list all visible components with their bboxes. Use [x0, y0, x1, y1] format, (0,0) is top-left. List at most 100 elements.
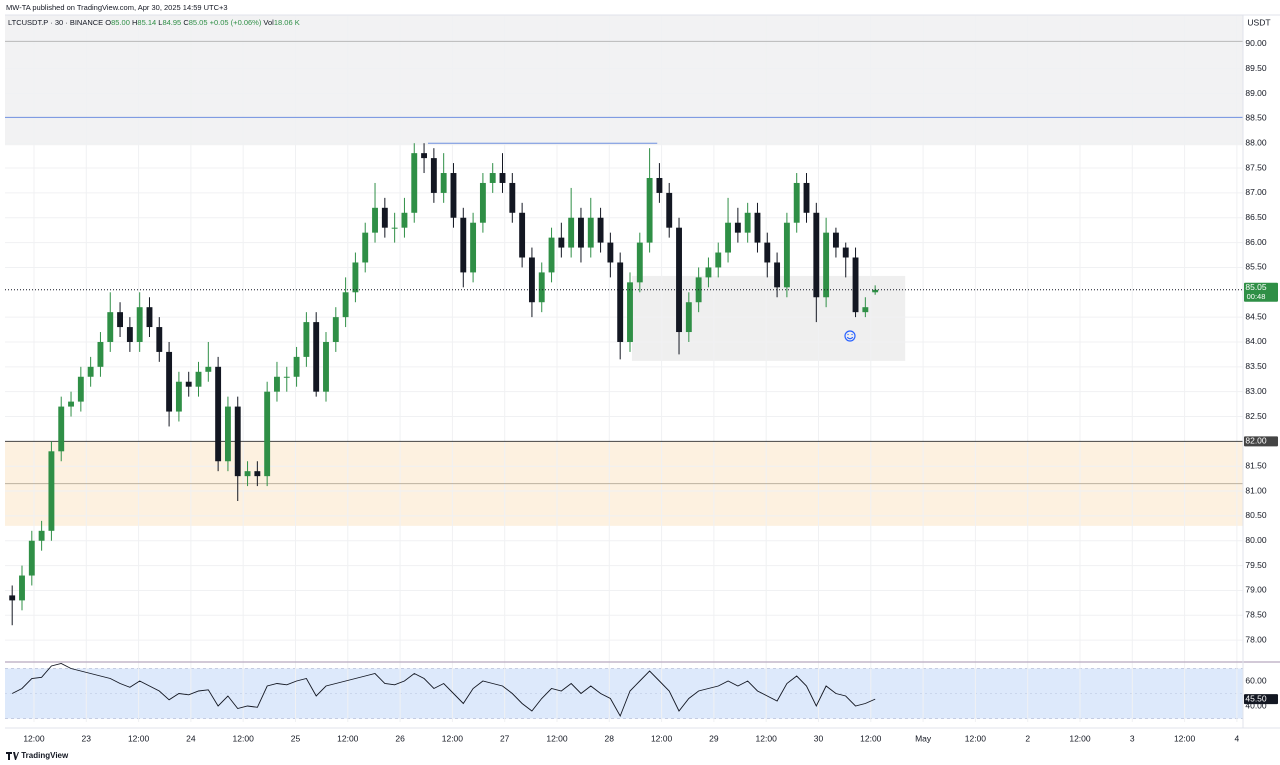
y-tick-label: 87.50: [1245, 162, 1267, 172]
candle-body: [519, 212, 526, 258]
ohlc-value: 85.14: [137, 18, 157, 27]
candle-body: [734, 222, 741, 233]
y-tick-label: 87.00: [1245, 187, 1267, 197]
volume: 18.06 K: [273, 18, 300, 27]
candle-body: [136, 307, 143, 342]
candle-body: [215, 366, 222, 462]
candle-body: [656, 177, 663, 193]
logo-icon: [6, 751, 19, 760]
candle-body: [195, 371, 202, 387]
rsi-badge: [1244, 694, 1278, 705]
y-tick-label: 82.50: [1245, 411, 1267, 421]
candle-body: [499, 173, 506, 183]
x-tick-label: 4: [1235, 733, 1240, 743]
x-tick-label: 25: [291, 733, 301, 743]
x-tick-label: 12:00: [128, 733, 150, 743]
y-tick-label: 81.00: [1245, 485, 1267, 495]
footer-logo: TradingView: [6, 751, 68, 760]
x-tick-label: 12:00: [546, 733, 568, 743]
candle-body: [117, 312, 124, 328]
candle-body: [234, 406, 241, 477]
candle-body: [175, 381, 182, 412]
candle-body: [842, 247, 849, 258]
x-tick-label: 12:00: [1069, 733, 1091, 743]
candle-body: [764, 242, 771, 263]
candle-body: [166, 351, 173, 412]
candle-body: [28, 540, 35, 576]
y-tick-label: 89.50: [1245, 63, 1267, 73]
y-tick-label: 88.50: [1245, 113, 1267, 123]
candle-body: [479, 182, 486, 223]
y-tick-label: 79.50: [1245, 560, 1267, 570]
candle-body: [38, 530, 45, 541]
candle-body: [578, 217, 584, 248]
candle-body: [558, 237, 565, 248]
x-tick-label: 23: [82, 733, 92, 743]
candle-body: [803, 182, 810, 213]
x-tick-label: 26: [395, 733, 405, 743]
candle-body: [68, 401, 74, 407]
zone: [5, 15, 1243, 146]
candle-body: [48, 451, 55, 531]
candle-body: [372, 207, 378, 233]
candle-body: [421, 153, 428, 159]
x-tick-label: 12:00: [23, 733, 45, 743]
x-tick-label: 12:00: [233, 733, 255, 743]
x-tick-label: 12:00: [965, 733, 987, 743]
last-price-label: 85.05: [1245, 282, 1267, 292]
ohlc-value: 85.05: [188, 18, 208, 27]
ohlc-label: L: [158, 18, 163, 27]
candle-body: [617, 262, 624, 342]
candle-body: [283, 376, 290, 378]
y-tick-label: 88.00: [1245, 137, 1267, 147]
candle-body: [793, 182, 800, 223]
candle-body: [832, 232, 839, 248]
candle-body: [715, 252, 722, 268]
candle-body: [224, 406, 231, 462]
candle-body: [77, 376, 84, 402]
candle-body: [264, 391, 271, 477]
x-tick-label: 12:00: [442, 733, 464, 743]
attribution: MW-TA published on TradingView.com, Apr …: [6, 3, 228, 12]
y-tick-label: 83.50: [1245, 361, 1267, 371]
candle-body: [744, 212, 751, 233]
candle-body: [362, 232, 369, 263]
candle-body: [313, 322, 320, 392]
candle-body: [587, 217, 594, 248]
candle-body: [352, 262, 359, 293]
x-tick-label: 30: [814, 733, 824, 743]
countdown: 00:48: [1247, 292, 1266, 301]
x-tick-label: 12:00: [756, 733, 778, 743]
ohlc-label: H: [131, 18, 138, 27]
candle-body: [783, 222, 790, 288]
candle-body: [528, 257, 535, 303]
candle-body: [705, 267, 712, 278]
y-tick-label: 84.50: [1245, 311, 1267, 321]
y-tick-label: 90.00: [1245, 38, 1267, 48]
y-tick-label: 84.00: [1245, 336, 1267, 346]
candle-body: [450, 173, 457, 218]
candle-body: [823, 232, 830, 298]
symbol-legend: LTCUSDT.P · 30 · BINANCE O85.00 H85.14 L…: [8, 18, 300, 27]
candle-body: [607, 242, 614, 263]
ohlc-value: 84.95: [162, 18, 182, 27]
candle-body: [774, 262, 781, 288]
y-tick-label: 81.50: [1245, 460, 1267, 470]
candle-body: [725, 222, 731, 253]
candle-body: [19, 575, 25, 601]
candle-body: [430, 158, 437, 193]
x-tick-label: 12:00: [651, 733, 673, 743]
footer-text: TradingView: [21, 751, 69, 760]
candle-body: [303, 322, 310, 357]
y-tick-label: 80.50: [1245, 510, 1267, 520]
candle-body: [538, 272, 545, 303]
candle-body: [813, 212, 820, 298]
rsi-badge-label: 45.50: [1245, 693, 1267, 703]
candle-body: [87, 366, 94, 377]
change: +0.05 (+0.06%): [209, 18, 262, 27]
volume-label: Vol: [263, 18, 274, 27]
candle-body: [636, 242, 643, 283]
candle-body: [646, 177, 653, 243]
candle-body: [254, 471, 261, 477]
x-tick-label: 12:00: [1174, 733, 1196, 743]
